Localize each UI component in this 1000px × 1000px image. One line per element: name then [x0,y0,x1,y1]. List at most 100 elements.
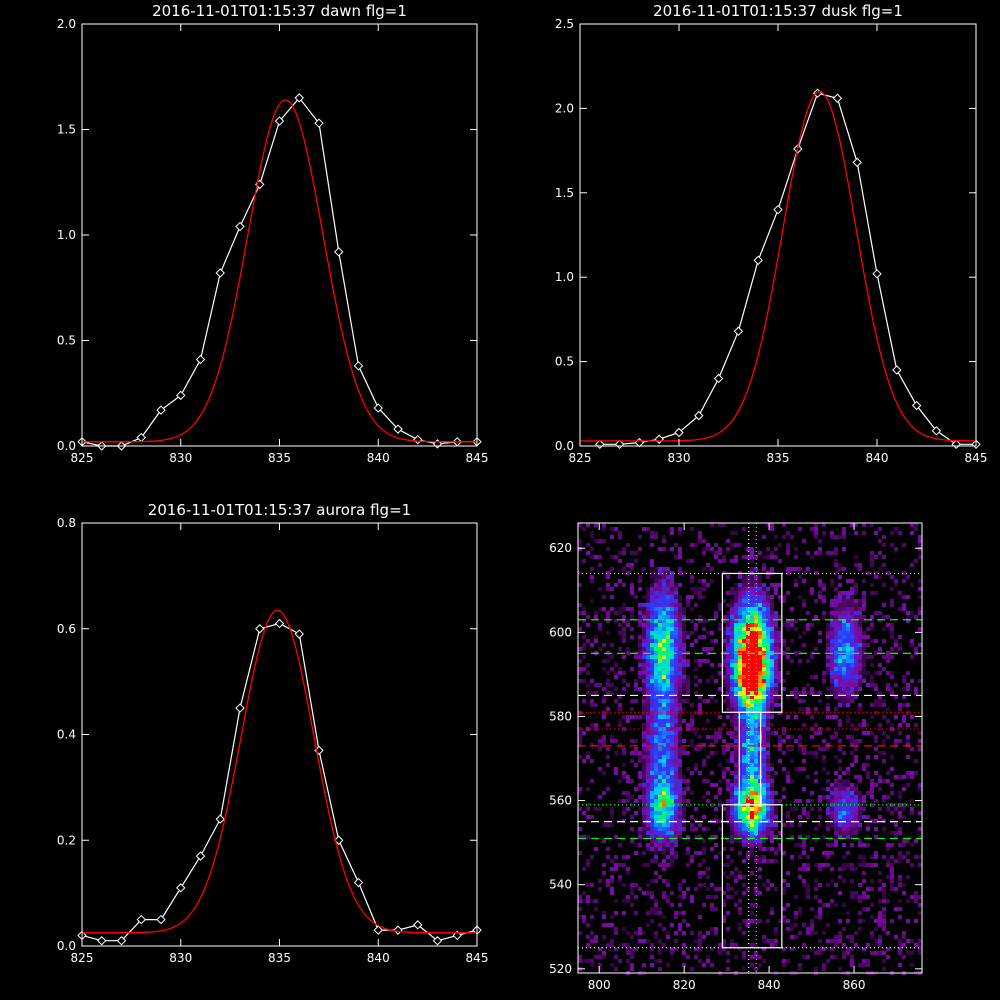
heatmap-cell [790,691,794,695]
heatmap-cell [750,587,754,591]
heatmap-cell [890,627,894,631]
heatmap-cell [778,659,782,663]
heatmap-cell [650,655,654,659]
heatmap-cell [898,883,902,887]
heatmap-cell [750,727,754,731]
heatmap-cell [682,775,686,779]
data-point [393,424,403,434]
heatmap-cell [834,663,838,667]
heatmap-cell [678,763,682,767]
heatmap-cell [766,547,770,551]
heatmap-cell [882,883,886,887]
heatmap-cell [702,935,706,939]
heatmap-cell [838,687,842,691]
heatmap-cell [662,807,666,811]
heatmap-cell [678,583,682,587]
heatmap-cell [666,747,670,751]
heatmap-cell [650,859,654,863]
heatmap-cell [846,603,850,607]
heatmap-cell [830,947,834,951]
heatmap-cell [650,827,654,831]
heatmap-cell [670,531,674,535]
heatmap-cell [662,611,666,615]
heatmap-cell [886,843,890,847]
heatmap-cell [738,615,742,619]
heatmap-cell [774,535,778,539]
heatmap-cell [910,843,914,847]
heatmap-cell [626,807,630,811]
heatmap-cell [662,847,666,851]
heatmap-cell [726,787,730,791]
heatmap-cell [750,631,754,635]
heatmap-cell [646,603,650,607]
heatmap-cell [650,623,654,627]
heatmap-cell [774,807,778,811]
heatmap-cell [826,631,830,635]
heatmap-cell [762,783,766,787]
heatmap-cell [646,675,650,679]
heatmap-cell [742,799,746,803]
heatmap-cell [754,771,758,775]
heatmap-cell [754,631,758,635]
heatmap-cell [658,599,662,603]
heatmap-cell [670,751,674,755]
heatmap-cell [822,967,826,971]
heatmap-cell [878,939,882,943]
heatmap-cell [850,523,854,527]
heatmap-cell [598,955,602,959]
heatmap-cell [914,919,918,923]
heatmap-cell [902,787,906,791]
heatmap-cell [766,835,770,839]
heatmap-cell [878,723,882,727]
heatmap-cell [686,595,690,599]
heatmap-cell [766,723,770,727]
heatmap-cell [730,655,734,659]
heatmap-cell [666,879,670,883]
heatmap-cell [770,595,774,599]
fit-curve [82,99,477,443]
heatmap-cell [610,923,614,927]
heatmap-cell [814,879,818,883]
heatmap-cell [778,559,782,563]
heatmap-cell [666,603,670,607]
heatmap-cell [862,907,866,911]
heatmap-cell [654,723,658,727]
heatmap-cell [670,647,674,651]
heatmap-cell [774,555,778,559]
heatmap-cell [758,763,762,767]
heatmap-cell [846,791,850,795]
heatmap-cell [758,715,762,719]
heatmap-cell [770,523,774,527]
heatmap-cell [614,855,618,859]
heatmap-cell [774,687,778,691]
heatmap-cell [770,567,774,571]
heatmap-cell [730,735,734,739]
heatmap-cell [650,643,654,647]
heatmap-cell [662,767,666,771]
heatmap-cell [842,607,846,611]
heatmap-cell [858,739,862,743]
heatmap-cell [758,575,762,579]
heatmap-cell [590,743,594,747]
heatmap-cell [686,659,690,663]
heatmap-cell [850,655,854,659]
heatmap-cell [806,707,810,711]
heatmap-cell [674,915,678,919]
heatmap-cell [654,627,658,631]
heatmap-cell [606,583,610,587]
heatmap-cell [634,931,638,935]
heatmap-cell [898,875,902,879]
heatmap-cell [730,779,734,783]
heatmap-cell [722,899,726,903]
heatmap-cell [682,779,686,783]
heatmap-cell [658,595,662,599]
heatmap-cell [862,647,866,651]
heatmap-cell [674,623,678,627]
heatmap-cell [630,583,634,587]
heatmap-cell [726,855,730,859]
heatmap-cell [666,855,670,859]
heatmap-cell [850,735,854,739]
heatmap-cell [646,835,650,839]
heatmap-cell [754,667,758,671]
heatmap-cell [738,663,742,667]
